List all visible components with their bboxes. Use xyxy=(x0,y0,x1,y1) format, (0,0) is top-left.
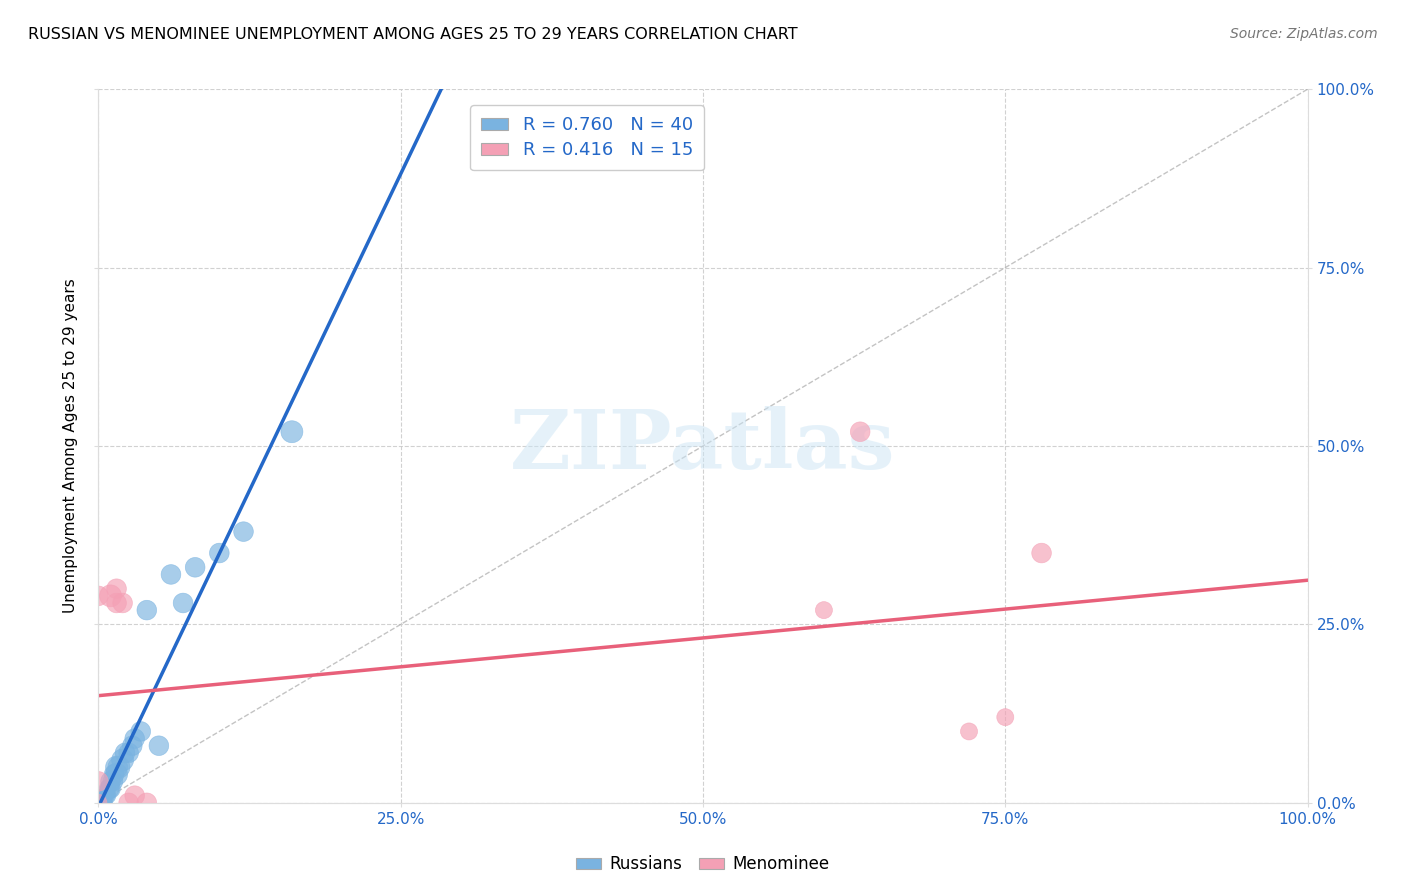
Point xyxy=(97,789,120,803)
Point xyxy=(184,560,207,574)
Point xyxy=(135,603,157,617)
Point xyxy=(87,796,110,810)
Point xyxy=(121,739,143,753)
Point xyxy=(100,781,122,796)
Point xyxy=(124,731,146,746)
Point xyxy=(87,796,110,810)
Point xyxy=(118,746,141,760)
Text: Source: ZipAtlas.com: Source: ZipAtlas.com xyxy=(1230,27,1378,41)
Text: ZIPatlas: ZIPatlas xyxy=(510,406,896,486)
Point xyxy=(90,796,112,810)
Point xyxy=(994,710,1017,724)
Point xyxy=(93,796,115,810)
Point xyxy=(100,774,122,789)
Point xyxy=(93,796,115,810)
Point xyxy=(94,789,117,803)
Point xyxy=(93,789,115,803)
Point xyxy=(160,567,183,582)
Point xyxy=(124,789,146,803)
Point xyxy=(87,796,110,810)
Point xyxy=(103,767,125,781)
Point xyxy=(100,589,122,603)
Point xyxy=(111,596,134,610)
Point xyxy=(105,767,128,781)
Point xyxy=(129,724,152,739)
Point xyxy=(849,425,872,439)
Point xyxy=(87,796,110,810)
Point xyxy=(148,739,170,753)
Point xyxy=(98,781,121,796)
Point xyxy=(87,589,110,603)
Point xyxy=(118,796,141,810)
Point xyxy=(957,724,980,739)
Point xyxy=(135,796,157,810)
Point xyxy=(172,596,194,610)
Point xyxy=(105,760,128,774)
Point xyxy=(813,603,835,617)
Point xyxy=(111,753,134,767)
Point xyxy=(208,546,231,560)
Point xyxy=(1031,546,1053,560)
Legend: Russians, Menominee: Russians, Menominee xyxy=(569,849,837,880)
Point xyxy=(90,796,112,810)
Point xyxy=(114,746,136,760)
Point xyxy=(97,781,120,796)
Point xyxy=(87,774,110,789)
Point xyxy=(91,796,114,810)
Point xyxy=(105,596,128,610)
Y-axis label: Unemployment Among Ages 25 to 29 years: Unemployment Among Ages 25 to 29 years xyxy=(63,278,79,614)
Point xyxy=(101,774,124,789)
Point xyxy=(108,760,131,774)
Point xyxy=(91,796,114,810)
Point xyxy=(87,796,110,810)
Point xyxy=(281,425,304,439)
Point xyxy=(91,796,114,810)
Point xyxy=(91,796,114,810)
Point xyxy=(105,582,128,596)
Point xyxy=(87,796,110,810)
Point xyxy=(96,789,118,803)
Point xyxy=(232,524,254,539)
Text: RUSSIAN VS MENOMINEE UNEMPLOYMENT AMONG AGES 25 TO 29 YEARS CORRELATION CHART: RUSSIAN VS MENOMINEE UNEMPLOYMENT AMONG … xyxy=(28,27,797,42)
